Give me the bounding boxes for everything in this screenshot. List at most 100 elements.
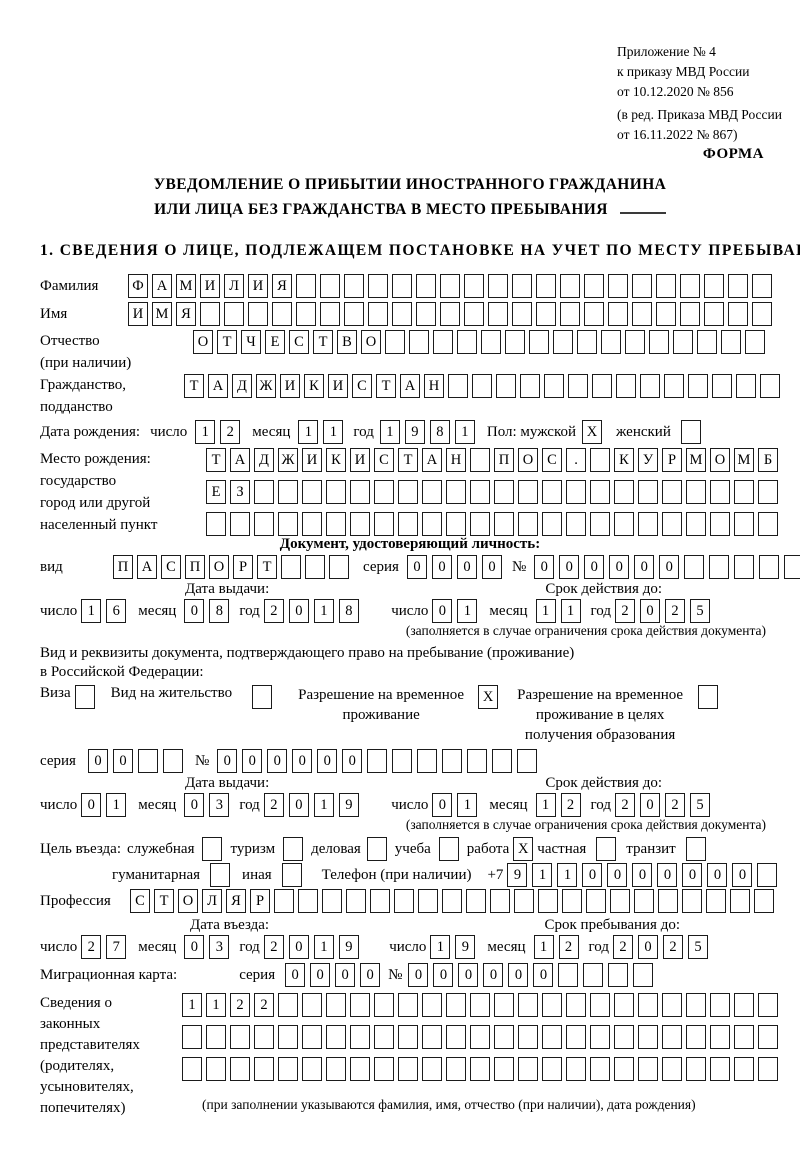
- char-box[interactable]: 1: [182, 993, 202, 1017]
- char-box[interactable]: 2: [220, 420, 241, 444]
- char-box[interactable]: [464, 302, 484, 326]
- char-box[interactable]: К: [326, 448, 346, 472]
- char-box[interactable]: [254, 512, 274, 536]
- char-box[interactable]: [322, 889, 342, 913]
- char-box[interactable]: С: [374, 448, 394, 472]
- char-box[interactable]: [553, 330, 573, 354]
- char-box[interactable]: 1: [457, 793, 478, 817]
- char-box[interactable]: 0: [288, 935, 309, 959]
- char-box[interactable]: [446, 1025, 466, 1049]
- char-box[interactable]: 0: [406, 555, 427, 579]
- char-box[interactable]: [374, 1025, 394, 1049]
- char-box[interactable]: [560, 302, 580, 326]
- char-box[interactable]: [494, 1025, 514, 1049]
- char-box[interactable]: [638, 993, 658, 1017]
- char-box[interactable]: С: [161, 555, 181, 579]
- char-box[interactable]: Ж: [256, 374, 276, 398]
- char-box[interactable]: [710, 1057, 730, 1081]
- char-box[interactable]: [590, 993, 610, 1017]
- char-box[interactable]: [662, 1057, 682, 1081]
- char-box[interactable]: 1: [454, 420, 475, 444]
- char-box[interactable]: [590, 480, 610, 504]
- char-box[interactable]: [680, 420, 701, 444]
- char-box[interactable]: [440, 302, 460, 326]
- char-box[interactable]: [182, 1025, 202, 1049]
- char-box[interactable]: 0: [640, 793, 660, 817]
- char-box[interactable]: [638, 480, 658, 504]
- char-box[interactable]: [296, 274, 316, 298]
- char-box[interactable]: [638, 512, 658, 536]
- char-box[interactable]: [446, 512, 466, 536]
- char-box[interactable]: [202, 837, 223, 861]
- char-box[interactable]: [350, 993, 370, 1017]
- char-box[interactable]: [278, 1025, 298, 1049]
- char-box[interactable]: Д: [232, 374, 252, 398]
- char-box[interactable]: 0: [534, 555, 555, 579]
- char-box[interactable]: 5: [690, 599, 710, 623]
- char-box[interactable]: [350, 1057, 370, 1081]
- char-box[interactable]: [137, 749, 158, 773]
- char-box[interactable]: 1: [298, 420, 319, 444]
- char-box[interactable]: [385, 330, 405, 354]
- char-box[interactable]: 1: [557, 863, 578, 887]
- char-box[interactable]: [632, 302, 652, 326]
- char-box[interactable]: [448, 374, 468, 398]
- char-box[interactable]: 1: [560, 599, 581, 623]
- char-box[interactable]: 2: [615, 599, 635, 623]
- char-box[interactable]: [686, 480, 706, 504]
- char-box[interactable]: 1: [195, 420, 216, 444]
- char-box[interactable]: 0: [217, 749, 238, 773]
- char-box[interactable]: [542, 480, 562, 504]
- char-box[interactable]: 2: [613, 935, 633, 959]
- char-box[interactable]: [590, 448, 610, 472]
- char-box[interactable]: 2: [81, 935, 102, 959]
- char-box[interactable]: [710, 512, 730, 536]
- char-box[interactable]: [488, 274, 508, 298]
- char-box[interactable]: [517, 749, 538, 773]
- char-box[interactable]: М: [686, 448, 706, 472]
- char-box[interactable]: [417, 749, 438, 773]
- char-box[interactable]: [721, 330, 741, 354]
- char-box[interactable]: Т: [313, 330, 333, 354]
- char-box[interactable]: 0: [288, 599, 309, 623]
- char-box[interactable]: 6: [106, 599, 127, 623]
- sex-female-checkbox[interactable]: [680, 420, 701, 444]
- char-box[interactable]: 0: [508, 963, 529, 987]
- char-box[interactable]: 2: [254, 993, 274, 1017]
- char-box[interactable]: [470, 448, 490, 472]
- char-box[interactable]: [206, 1057, 226, 1081]
- char-box[interactable]: 0: [432, 793, 453, 817]
- char-box[interactable]: [520, 374, 540, 398]
- temp-residence-checkbox[interactable]: X: [478, 685, 499, 709]
- char-box[interactable]: [568, 374, 588, 398]
- char-box[interactable]: [326, 512, 346, 536]
- sex-male-checkbox[interactable]: X: [582, 420, 603, 444]
- char-box[interactable]: [709, 555, 730, 579]
- char-box[interactable]: 0: [112, 749, 133, 773]
- char-box[interactable]: Т: [257, 555, 277, 579]
- char-box[interactable]: 8: [338, 599, 359, 623]
- char-box[interactable]: [759, 555, 780, 579]
- char-box[interactable]: [374, 512, 394, 536]
- char-box[interactable]: [329, 555, 349, 579]
- char-box[interactable]: 1: [81, 599, 102, 623]
- char-box[interactable]: О: [193, 330, 213, 354]
- char-box[interactable]: [398, 993, 418, 1017]
- char-box[interactable]: [367, 749, 388, 773]
- char-box[interactable]: 1: [313, 599, 334, 623]
- visa-checkbox[interactable]: [74, 685, 95, 709]
- char-box[interactable]: [673, 330, 693, 354]
- char-box[interactable]: [514, 889, 534, 913]
- char-box[interactable]: 5: [690, 793, 710, 817]
- char-box[interactable]: [446, 993, 466, 1017]
- char-box[interactable]: [230, 1057, 250, 1081]
- char-box[interactable]: [296, 302, 316, 326]
